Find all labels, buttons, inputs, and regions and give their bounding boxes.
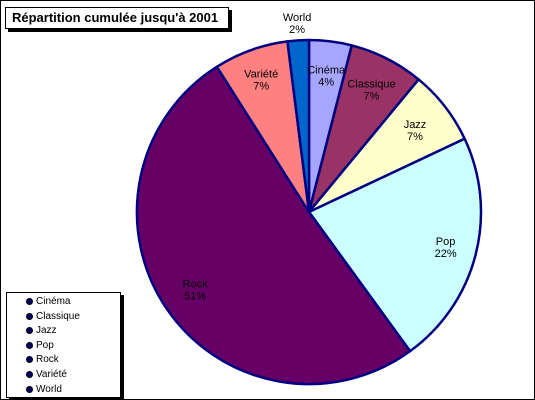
legend-item-variete: Variété <box>26 368 120 383</box>
legend-item-rock: Rock <box>26 353 120 368</box>
legend-marker <box>26 341 33 349</box>
slice-label: World 2% <box>283 12 312 36</box>
legend-marker <box>26 327 33 335</box>
legend-item-classique: Classique <box>26 310 120 325</box>
slice-label: Cinéma 4% <box>307 65 346 89</box>
legend-marker <box>26 312 33 320</box>
legend-label: Classique <box>36 310 80 322</box>
legend-label: Cinéma <box>36 296 71 307</box>
legend-label: Variété <box>36 368 67 380</box>
slice-label: Jazz 7% <box>404 119 427 143</box>
legend-label: Pop <box>36 339 54 351</box>
legend-marker <box>26 298 33 305</box>
legend-marker <box>26 356 33 364</box>
legend-item-world: World <box>26 383 120 398</box>
legend-marker <box>26 385 33 393</box>
pie-slice-pop <box>307 137 483 353</box>
legend-item-pop: Pop <box>26 339 120 354</box>
slice-label: Classique 7% <box>347 78 395 102</box>
legend-item-cinema: Cinéma <box>26 295 120 310</box>
legend: Cinéma Classique Jazz Pop Rock Variété W… <box>6 292 121 398</box>
legend-item-jazz: Jazz <box>26 324 120 339</box>
legend-label: Jazz <box>36 325 57 337</box>
pie-slice-world <box>286 38 311 214</box>
legend-marker <box>26 370 33 378</box>
slice-label: Pop 22% <box>435 236 457 260</box>
slice-label: Rock 51% <box>183 278 209 302</box>
legend-label: World <box>36 383 62 395</box>
legend-label: Rock <box>36 354 59 366</box>
pie-slice-rock <box>135 65 412 386</box>
slice-label: Variété 7% <box>244 68 278 92</box>
chart-title: Répartition cumulée jusqu'à 2001 <box>5 7 229 29</box>
